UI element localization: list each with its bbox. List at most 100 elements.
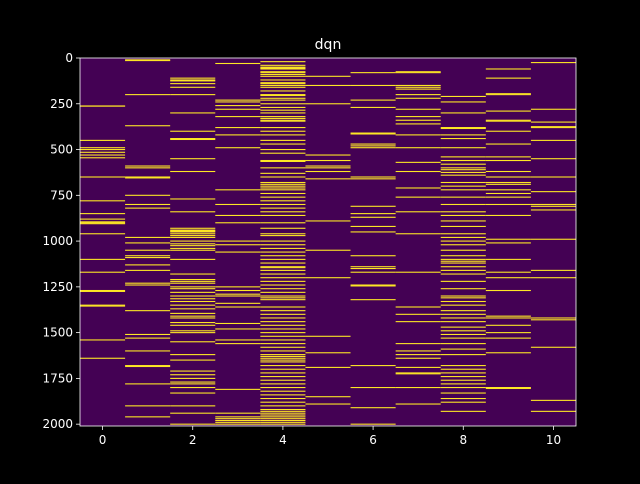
heatmap-cell [260, 317, 306, 319]
heatmap-cell [260, 207, 306, 209]
heatmap-cell [260, 390, 306, 392]
heatmap-cell [170, 235, 216, 237]
heatmap-cell [440, 244, 486, 246]
heatmap-cell [395, 134, 441, 136]
heatmap-cell [395, 147, 441, 149]
heatmap-cell [305, 165, 351, 167]
y-tick-label: 2000 [42, 417, 73, 431]
heatmap-cell [485, 277, 531, 279]
heatmap-cell [125, 264, 171, 266]
heatmap-cell [125, 333, 171, 336]
heatmap-cell [215, 322, 261, 325]
heatmap-cell [170, 79, 216, 81]
heatmap-cell [305, 352, 351, 354]
heatmap-cell [215, 289, 261, 292]
heatmap-cell [170, 83, 216, 85]
heatmap-cell [215, 339, 261, 341]
heatmap-cell [125, 60, 171, 62]
heatmap-cell [80, 105, 126, 107]
heatmap-cell [485, 93, 531, 95]
heatmap-cell [530, 238, 576, 240]
heatmap-cell [260, 372, 306, 374]
heatmap-cell [260, 343, 306, 345]
heatmap-cell [260, 117, 306, 119]
heatmap-cell [305, 159, 351, 162]
heatmap-cell [350, 299, 396, 301]
heatmap-cell [260, 222, 306, 224]
heatmap-cell [170, 112, 216, 114]
heatmap-cell [260, 324, 306, 326]
heatmap-cell [440, 211, 486, 213]
heatmap-cell [170, 282, 216, 284]
heatmap-cell [305, 170, 351, 173]
heatmap-cell [395, 161, 441, 163]
heatmap-cell [395, 123, 441, 125]
heatmap-cell [485, 77, 531, 79]
heatmap-cell [170, 158, 216, 160]
heatmap-cell [395, 72, 441, 74]
heatmap-cell [395, 116, 441, 118]
heatmap-cell [395, 271, 441, 273]
heatmap-cell [395, 387, 441, 389]
heatmap-cell [530, 139, 576, 141]
heatmap-cell [80, 139, 126, 141]
heatmap-cell [125, 416, 171, 418]
heatmap-cell [260, 383, 306, 385]
heatmap-cell [260, 109, 306, 111]
x-tick-label: 6 [369, 433, 377, 447]
heatmap-cell [440, 181, 486, 184]
heatmap-cell [440, 101, 486, 103]
heatmap-cell [170, 295, 216, 297]
heatmap-cell [260, 262, 306, 264]
heatmap-cell [215, 412, 261, 414]
heatmap-cell [395, 119, 441, 121]
heatmap-cell [260, 258, 306, 260]
heatmap-cell [125, 249, 171, 251]
heatmap-cell [485, 238, 531, 240]
heatmap-cell [125, 257, 171, 259]
heatmap-cell [305, 103, 351, 105]
heatmap-cell [485, 119, 531, 121]
heatmap-cell [215, 101, 261, 103]
heatmap-cell [170, 80, 216, 82]
heatmap-cell [80, 147, 126, 149]
heatmap-cell [260, 172, 306, 174]
heatmap-cell [260, 328, 306, 330]
heatmap-cell [170, 383, 216, 385]
axes-frame [79, 57, 577, 427]
heatmap-cell [260, 350, 306, 352]
heatmap-cell [260, 143, 306, 145]
heatmap-cell [170, 288, 216, 290]
heatmap-cell [170, 227, 216, 229]
heatmap-cell [125, 365, 171, 367]
heatmap-cell [350, 145, 396, 147]
heatmap-cell [260, 346, 306, 348]
heatmap-cell [395, 403, 441, 405]
heatmap-cell [260, 130, 306, 132]
heatmap-cell [440, 392, 486, 394]
heatmap-cell [350, 176, 396, 178]
y-tick-label: 500 [50, 143, 73, 157]
heatmap-cell [440, 189, 486, 191]
heatmap-cell [350, 205, 396, 207]
heatmap-cell [440, 368, 486, 370]
heatmap-cell [260, 321, 306, 323]
heatmap-cell [440, 236, 486, 238]
heatmap-cell [485, 387, 531, 390]
heatmap-cell [485, 324, 531, 326]
heatmap-cell [260, 127, 306, 129]
heatmap-cell [125, 365, 171, 368]
heatmap-cell [440, 401, 486, 403]
heatmap-cell [215, 416, 261, 418]
heatmap-cell [440, 167, 486, 169]
heatmap-cell [530, 346, 576, 348]
x-tick-label: 10 [546, 433, 561, 447]
heatmap-cell [395, 233, 441, 235]
heatmap-cell [260, 247, 306, 249]
heatmap-cell [80, 213, 126, 215]
heatmap-cell [260, 82, 306, 84]
heatmap-cell [350, 225, 396, 227]
heatmap-cell [125, 176, 171, 178]
heatmap-cell [170, 233, 216, 235]
